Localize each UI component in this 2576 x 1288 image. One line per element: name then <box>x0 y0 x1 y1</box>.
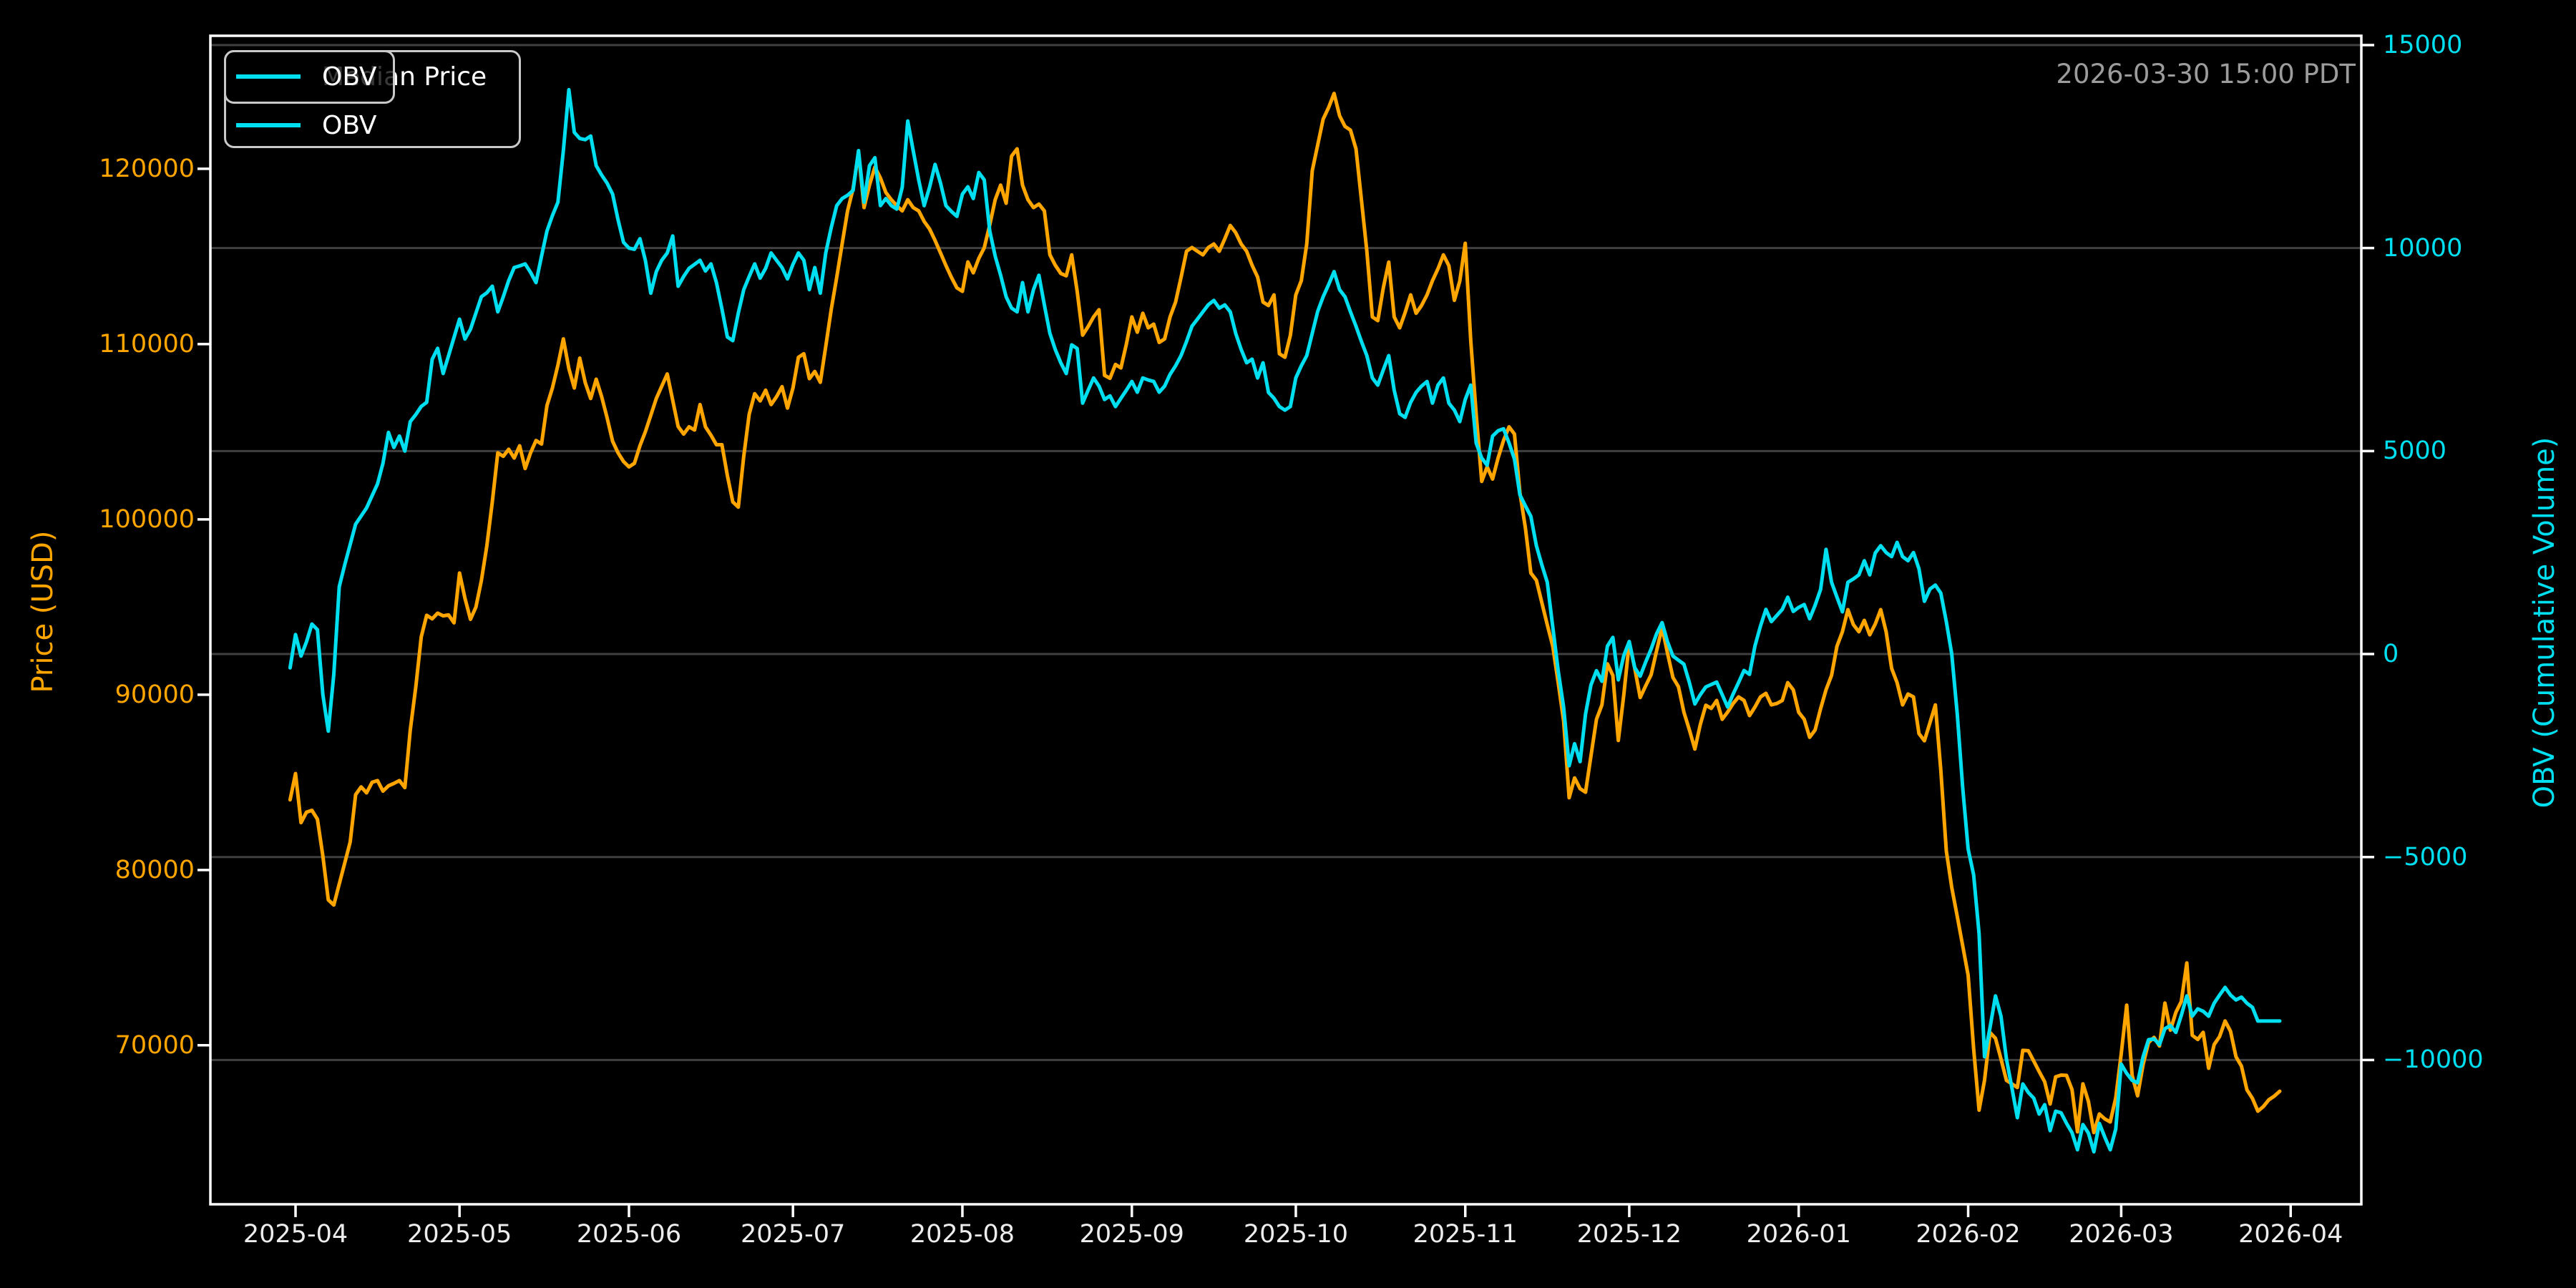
price-tick-label: 110000 <box>99 329 195 358</box>
x-tick-label: 2025-12 <box>1576 1220 1682 1249</box>
price-tick-label: 90000 <box>114 680 195 709</box>
x-tick-label: 2026-02 <box>1916 1220 2021 1249</box>
obv-tick-label: 10000 <box>2383 233 2463 263</box>
legend-label: OBV <box>322 110 377 140</box>
x-tick-label: 2026-04 <box>2238 1220 2343 1249</box>
legend-overlay-entry-obv: OBV <box>236 62 377 92</box>
x-tick-label: 2025-09 <box>1079 1220 1184 1249</box>
x-tick-label: 2025-06 <box>576 1220 682 1249</box>
price-tick-label: 100000 <box>99 504 195 534</box>
obv-tick-label: −10000 <box>2383 1045 2484 1075</box>
obv-tick-label: 5000 <box>2383 436 2447 466</box>
x-tick-label: 2025-11 <box>1413 1220 1518 1249</box>
legend-label: OBV <box>322 62 377 92</box>
x-tick-label: 2025-10 <box>1243 1220 1349 1249</box>
price-tick-label: 70000 <box>114 1030 195 1060</box>
price-tick-label: 120000 <box>99 154 195 183</box>
obv-line-sample <box>236 74 301 79</box>
x-tick-label: 2026-01 <box>1746 1220 1851 1249</box>
price-tick-label: 80000 <box>114 855 195 884</box>
plot-border <box>209 34 2363 1206</box>
x-tick-label: 2025-07 <box>741 1220 846 1249</box>
x-tick-label: 2026-03 <box>2069 1220 2174 1249</box>
obv-tick-label: 0 <box>2383 640 2399 669</box>
obv-tick-label: 15000 <box>2383 30 2463 59</box>
x-tick-label: 2025-05 <box>407 1220 512 1249</box>
obv-line <box>288 87 2282 1154</box>
timestamp: 2026-03-30 15:00 PDT <box>2056 59 2356 89</box>
x-tick-label: 2025-04 <box>243 1220 348 1249</box>
legend-overlay: OBV <box>224 50 395 104</box>
obv-axis-label: OBV (Cumulative Volume) <box>2528 436 2561 809</box>
obv-line-sample <box>236 123 301 127</box>
obv-tick-label: −5000 <box>2383 842 2468 872</box>
legend-entry-obv: OBV <box>236 110 377 140</box>
price-axis-label: Price (USD) <box>26 530 59 693</box>
median-price-line <box>288 92 2282 1135</box>
x-tick-label: 2025-08 <box>909 1220 1015 1249</box>
